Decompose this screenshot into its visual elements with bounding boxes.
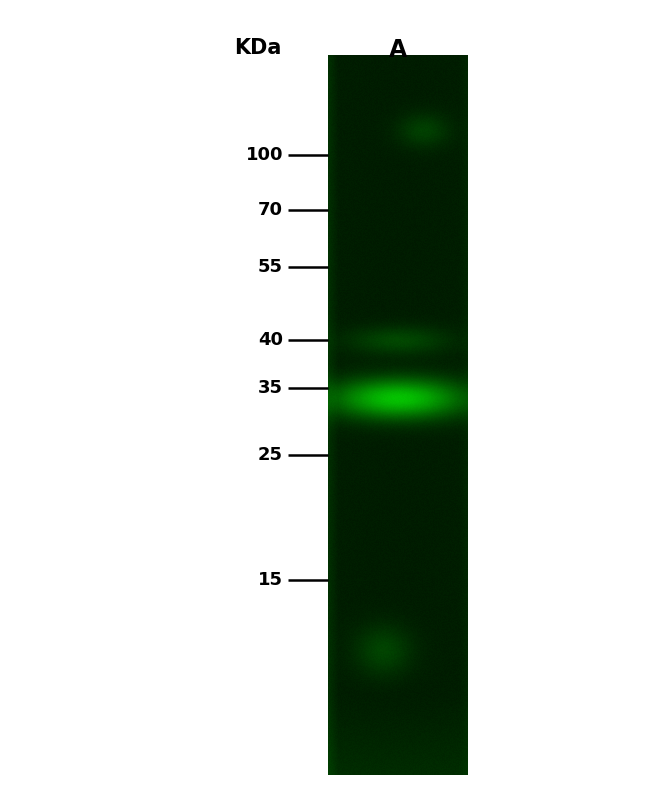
Text: 100: 100 xyxy=(246,146,283,164)
Text: 40: 40 xyxy=(258,331,283,349)
Text: 55: 55 xyxy=(258,258,283,276)
Text: 70: 70 xyxy=(258,201,283,219)
Text: A: A xyxy=(389,38,407,62)
Text: 15: 15 xyxy=(258,571,283,589)
Text: 35: 35 xyxy=(258,379,283,397)
Text: 25: 25 xyxy=(258,446,283,464)
Text: KDa: KDa xyxy=(235,38,282,58)
